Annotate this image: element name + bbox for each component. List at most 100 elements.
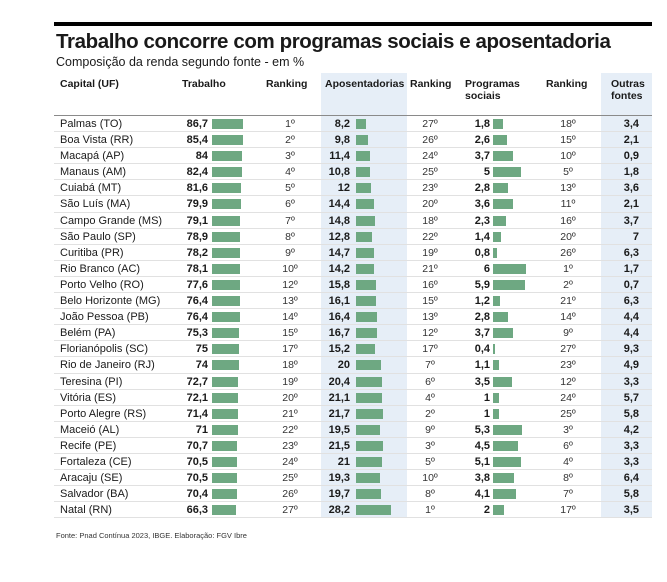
trabalho-value: 70,4 — [186, 488, 208, 501]
aposentadorias-bar — [356, 167, 370, 178]
table-row: São Paulo (SP) 78,9 8º 12,8 22º 1,4 20º 7 — [54, 229, 652, 245]
aposentadorias-ranking: 27º — [422, 118, 438, 130]
trabalho-ranking: 10º — [282, 262, 298, 275]
programas-value: 3,8 — [474, 472, 490, 485]
trabalho-ranking: 21º — [282, 407, 298, 420]
programas-bar — [493, 473, 514, 484]
programas-ranking: 21º — [560, 295, 576, 308]
programas-bar — [493, 456, 522, 467]
trabalho-value: 71,4 — [186, 407, 208, 420]
header-aposentadorias: Aposentadorias — [325, 78, 405, 90]
programas-bar — [493, 151, 514, 162]
programas-bar — [493, 215, 506, 226]
trabalho-bar — [212, 151, 243, 162]
header-outras-fontes: Outras fontes — [611, 78, 645, 102]
table-row: Campo Grande (MS) 79,1 7º 14,8 18º 2,3 16º 3,7 — [54, 213, 652, 229]
programas-value: 2,3 — [474, 214, 490, 227]
aposentadorias-bar — [356, 392, 383, 403]
programas-bar — [493, 247, 498, 258]
table-header: Capital (UF) Trabalho Ranking Aposentado… — [54, 73, 652, 116]
programas-ranking: 15º — [560, 134, 576, 147]
outras-value: 3,7 — [623, 214, 639, 227]
aposentadorias-value: 11,4 — [329, 150, 350, 163]
trabalho-bar — [212, 247, 241, 258]
trabalho-bar — [212, 440, 238, 451]
programas-ranking: 23º — [560, 359, 576, 372]
aposentadorias-value: 16,1 — [328, 295, 350, 308]
trabalho-ranking: 25º — [282, 472, 298, 485]
trabalho-bar — [212, 215, 241, 226]
trabalho-bar — [212, 328, 240, 339]
programas-bar — [493, 119, 503, 129]
programas-ranking: 20º — [560, 230, 576, 243]
aposentadorias-ranking: 24º — [422, 150, 438, 163]
trabalho-value: 71 — [195, 423, 208, 436]
aposentadorias-bar — [356, 263, 374, 274]
capital-cell: Recife (PE) — [60, 439, 117, 452]
outras-value: 1,8 — [623, 166, 639, 179]
aposentadorias-value: 10,8 — [328, 166, 350, 179]
outras-value: 7 — [632, 230, 639, 243]
outras-value: 5,8 — [623, 488, 639, 501]
table-row: Florianópolis (SC) 75 17º 15,2 17º 0,4 27º 9,3 — [54, 341, 652, 358]
programas-value: 0,8 — [474, 246, 490, 259]
table-row: São Luís (MA) 79,9 6º 14,4 20º 3,6 11º 2,1 — [54, 196, 652, 213]
aposentadorias-value: 14,2 — [328, 262, 350, 275]
aposentadorias-bar — [356, 328, 377, 339]
programas-value: 5 — [483, 166, 490, 179]
trabalho-ranking: 19º — [282, 375, 298, 388]
programas-value: 1,4 — [474, 230, 490, 243]
programas-value: 2,8 — [474, 311, 490, 324]
programas-bar — [493, 376, 513, 387]
programas-value: 0,4 — [474, 343, 490, 356]
programas-value: 1,2 — [474, 295, 490, 308]
programas-bar — [493, 344, 496, 355]
programas-ranking: 25º — [560, 407, 576, 420]
outras-value: 2,1 — [623, 198, 639, 211]
aposentadorias-ranking: 23º — [422, 182, 438, 195]
aposentadorias-bar — [356, 151, 371, 162]
trabalho-bar — [212, 135, 243, 146]
trabalho-ranking: 13º — [282, 295, 298, 308]
capital-cell: Campo Grande (MS) — [60, 214, 163, 227]
capital-cell: Florianópolis (SC) — [60, 343, 149, 356]
programas-ranking: 1º — [563, 262, 573, 275]
programas-ranking: 3º — [563, 423, 573, 436]
aposentadorias-value: 21,7 — [328, 407, 350, 420]
capital-cell: Porto Alegre (RS) — [60, 407, 147, 420]
trabalho-value: 78,1 — [186, 262, 208, 275]
programas-value: 5,9 — [474, 278, 490, 291]
aposentadorias-ranking: 21º — [422, 262, 438, 275]
outras-value: 4,4 — [623, 311, 639, 324]
aposentadorias-ranking: 20º — [422, 198, 438, 211]
trabalho-bar — [212, 344, 239, 355]
programas-bar — [493, 328, 514, 339]
programas-bar — [493, 424, 523, 435]
table-row: Fortaleza (CE) 70,5 24º 21 5º 5,1 4º 3,3 — [54, 454, 652, 471]
aposentadorias-bar — [356, 344, 375, 355]
outras-value: 6,3 — [623, 246, 639, 259]
programas-value: 1 — [483, 407, 490, 420]
capital-cell: Porto Velho (RO) — [60, 278, 144, 291]
aposentadorias-bar — [356, 215, 375, 226]
capital-cell: Manaus (AM) — [60, 166, 127, 179]
table-row: Porto Alegre (RS) 71,4 21º 21,7 2º 1 25º 5,8 — [54, 406, 652, 422]
capital-cell: Palmas (TO) — [60, 118, 123, 130]
programas-ranking: 8º — [563, 472, 573, 485]
aposentadorias-value: 21 — [337, 455, 350, 468]
outras-column-shade — [601, 73, 652, 518]
aposentadorias-value: 19,3 — [328, 472, 350, 485]
trabalho-ranking: 8º — [285, 230, 295, 243]
aposentadorias-value: 21,5 — [328, 439, 350, 452]
aposentadorias-value: 15,8 — [328, 278, 350, 291]
trabalho-ranking: 2º — [285, 134, 295, 147]
outras-value: 6,4 — [623, 472, 639, 485]
trabalho-bar — [212, 263, 241, 274]
aposentadorias-bar — [356, 456, 383, 467]
trabalho-ranking: 1º — [285, 118, 295, 130]
trabalho-ranking: 27º — [282, 504, 298, 517]
aposentadorias-ranking: 18º — [422, 214, 438, 227]
aposentadorias-ranking: 17º — [422, 343, 438, 356]
trabalho-bar — [212, 424, 238, 435]
trabalho-bar — [212, 119, 244, 129]
